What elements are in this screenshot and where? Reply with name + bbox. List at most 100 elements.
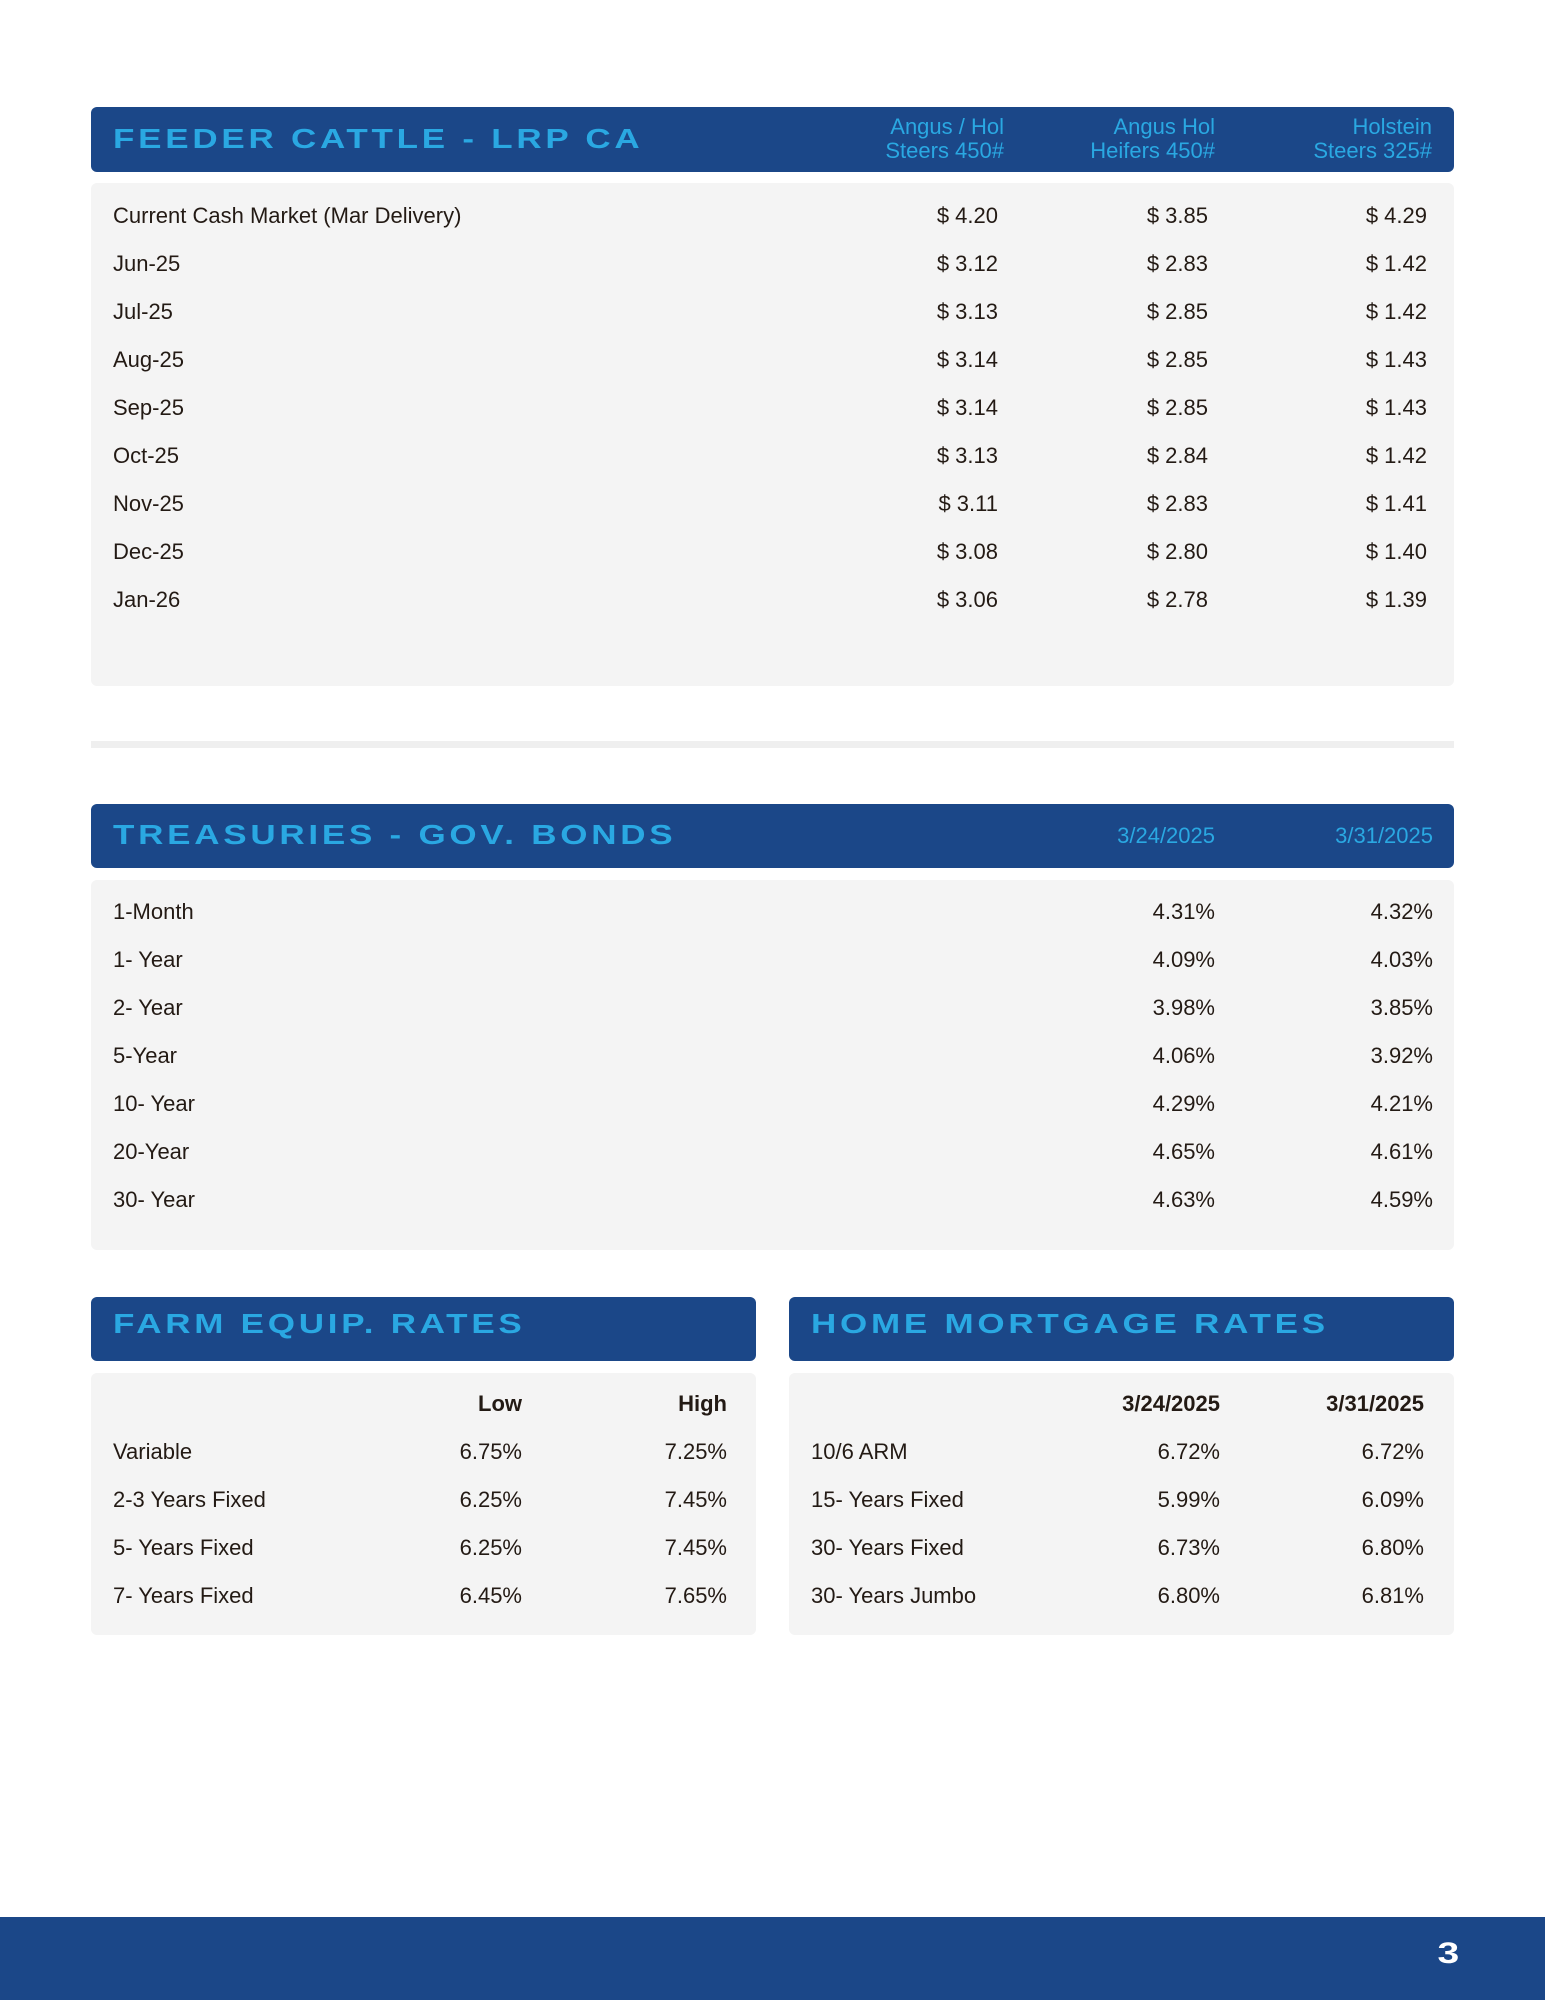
row-value: 6.80%: [1361, 1535, 1424, 1560]
row-label: 30- Years Jumbo: [811, 1583, 977, 1608]
row-value: 3.92%: [1370, 1043, 1433, 1068]
row-label: 5-Year: [113, 1043, 178, 1068]
row-value: 4.59%: [1370, 1187, 1433, 1212]
divider: [91, 741, 1454, 748]
row-value: $ 3.06: [936, 587, 998, 612]
row-value: 4.31%: [1152, 899, 1215, 924]
table-row: 30- Year 4.63% 4.59%: [91, 1176, 1454, 1224]
column-header: High: [678, 1391, 727, 1416]
row-value: $ 2.80: [1146, 539, 1208, 564]
home-mortgage-table: 3/24/2025 3/31/2025 10/6 ARM 6.72% 6.72% 15- …: [789, 1373, 1454, 1635]
row-value: 4.61%: [1370, 1139, 1433, 1164]
row-value: $ 3.11: [938, 491, 998, 516]
row-value: 7.65%: [664, 1583, 727, 1608]
farm-equip-header: Farm Equip. Rates: [91, 1297, 756, 1361]
row-label: Oct-25: [113, 443, 180, 468]
row-value: 4.63%: [1152, 1187, 1215, 1212]
row-value: 5.99%: [1157, 1487, 1220, 1512]
row-value: $ 2.83: [1146, 491, 1208, 516]
row-label: Variable: [113, 1439, 193, 1464]
row-label: 5- Years Fixed: [113, 1535, 254, 1560]
row-value: $ 1.41: [1365, 491, 1427, 516]
row-value: $ 1.43: [1365, 395, 1427, 420]
row-value: 6.45%: [459, 1583, 522, 1608]
row-label: 1-Month: [113, 899, 194, 924]
column-header: 3/24/2025: [1122, 1391, 1220, 1416]
row-label: Jan-26: [113, 587, 181, 612]
column-header: Angus / Hol Steers 450#: [885, 114, 1004, 163]
row-value: 6.81%: [1361, 1583, 1424, 1608]
home-mortgage-header: Home Mortgage Rates: [789, 1297, 1454, 1361]
table-row: Aug-25 $ 3.14 $ 2.85 $ 1.43: [91, 336, 1454, 384]
row-label: 15- Years Fixed: [811, 1487, 964, 1512]
table-row: Jul-25 $ 3.13 $ 2.85 $ 1.42: [91, 288, 1454, 336]
row-value: 3.85%: [1370, 995, 1433, 1020]
column-header-row: 3/24/2025 3/31/2025: [789, 1380, 1454, 1428]
table-row: Jan-26 $ 3.06 $ 2.78 $ 1.39: [91, 576, 1454, 624]
row-value: $ 1.40: [1365, 539, 1427, 564]
row-label: 20-Year: [113, 1139, 190, 1164]
row-value: $ 4.29: [1365, 203, 1427, 228]
row-value: 7.25%: [664, 1439, 727, 1464]
row-label: Aug-25: [113, 347, 184, 372]
table-row: Sep-25 $ 3.14 $ 2.85 $ 1.43: [91, 384, 1454, 432]
row-value: $ 3.13: [936, 443, 998, 468]
row-value: 4.29%: [1152, 1091, 1215, 1116]
row-value: $ 4.20: [936, 203, 998, 228]
row-label: Jun-25: [113, 251, 181, 276]
row-value: 3.98%: [1152, 995, 1215, 1020]
farm-equip-table: Low High Variable 6.75% 7.25% 2-3 Years Fixed…: [91, 1373, 756, 1635]
row-value: 6.80%: [1157, 1583, 1220, 1608]
row-value: 4.21%: [1370, 1091, 1433, 1116]
table-row: Nov-25 $ 3.11 $ 2.83 $ 1.41: [91, 480, 1454, 528]
table-row: 20-Year 4.65% 4.61%: [91, 1128, 1454, 1176]
column-header: 3/24/2025: [1117, 823, 1215, 848]
table-row: Variable 6.75% 7.25%: [91, 1428, 756, 1476]
page-number: 3: [1437, 1937, 1460, 1970]
footer-bar: 3: [0, 1917, 1545, 2000]
row-label: Sep-25: [113, 395, 184, 420]
row-value: 6.25%: [459, 1535, 522, 1560]
row-value: 6.75%: [459, 1439, 522, 1464]
row-value: 7.45%: [664, 1535, 727, 1560]
table-row: 5- Years Fixed 6.25% 7.45%: [91, 1524, 756, 1572]
table-row: Current Cash Market (Mar Delivery) $ 4.20…: [91, 192, 1454, 240]
feeder-cattle-header: Feeder Cattle - LRP CA Angus / Hol Steers…: [91, 107, 1454, 172]
row-value: $ 2.85: [1146, 395, 1208, 420]
row-value: $ 3.14: [936, 395, 998, 420]
row-value: $ 2.84: [1146, 443, 1208, 468]
row-label: Dec-25: [113, 539, 184, 564]
row-value: 4.03%: [1370, 947, 1433, 972]
row-value: $ 3.85: [1146, 203, 1208, 228]
row-label: Nov-25: [113, 491, 184, 516]
row-label: 2-3 Years Fixed: [113, 1487, 266, 1512]
table-row: 30- Years Jumbo 6.80% 6.81%: [789, 1572, 1454, 1620]
farm-equip-title: Farm Equip. Rates: [113, 1308, 526, 1339]
row-value: $ 2.85: [1146, 347, 1208, 372]
table-row: 10- Year 4.29% 4.21%: [91, 1080, 1454, 1128]
row-value: $ 2.83: [1146, 251, 1208, 276]
table-row: 10/6 ARM 6.72% 6.72%: [789, 1428, 1454, 1476]
table-row: Jun-25 $ 3.12 $ 2.83 $ 1.42: [91, 240, 1454, 288]
table-row: 2- Year 3.98% 3.85%: [91, 984, 1454, 1032]
row-value: $ 3.12: [936, 251, 998, 276]
row-label: 10/6 ARM: [811, 1439, 908, 1464]
row-value: 6.25%: [459, 1487, 522, 1512]
row-value: $ 3.13: [936, 299, 998, 324]
row-label: 1- Year: [113, 947, 183, 972]
row-value: 4.09%: [1152, 947, 1215, 972]
treasuries-header: Treasuries - Gov. Bonds 3/24/2025 3/31/2…: [91, 804, 1454, 868]
treasuries-title: Treasuries - Gov. Bonds: [113, 819, 677, 850]
home-mortgage-title: Home Mortgage Rates: [811, 1308, 1329, 1339]
row-value: $ 1.42: [1365, 443, 1427, 468]
row-value: $ 1.39: [1365, 587, 1427, 612]
table-row: 5-Year 4.06% 3.92%: [91, 1032, 1454, 1080]
feeder-cattle-title: Feeder Cattle - LRP CA: [113, 123, 644, 154]
table-row: 2-3 Years Fixed 6.25% 7.45%: [91, 1476, 756, 1524]
row-label: Current Cash Market (Mar Delivery): [113, 203, 462, 228]
table-row: 15- Years Fixed 5.99% 6.09%: [789, 1476, 1454, 1524]
row-value: $ 3.14: [936, 347, 998, 372]
table-row: 1-Month 4.31% 4.32%: [91, 888, 1454, 936]
row-value: 4.65%: [1152, 1139, 1215, 1164]
table-row: 7- Years Fixed 6.45% 7.65%: [91, 1572, 756, 1620]
